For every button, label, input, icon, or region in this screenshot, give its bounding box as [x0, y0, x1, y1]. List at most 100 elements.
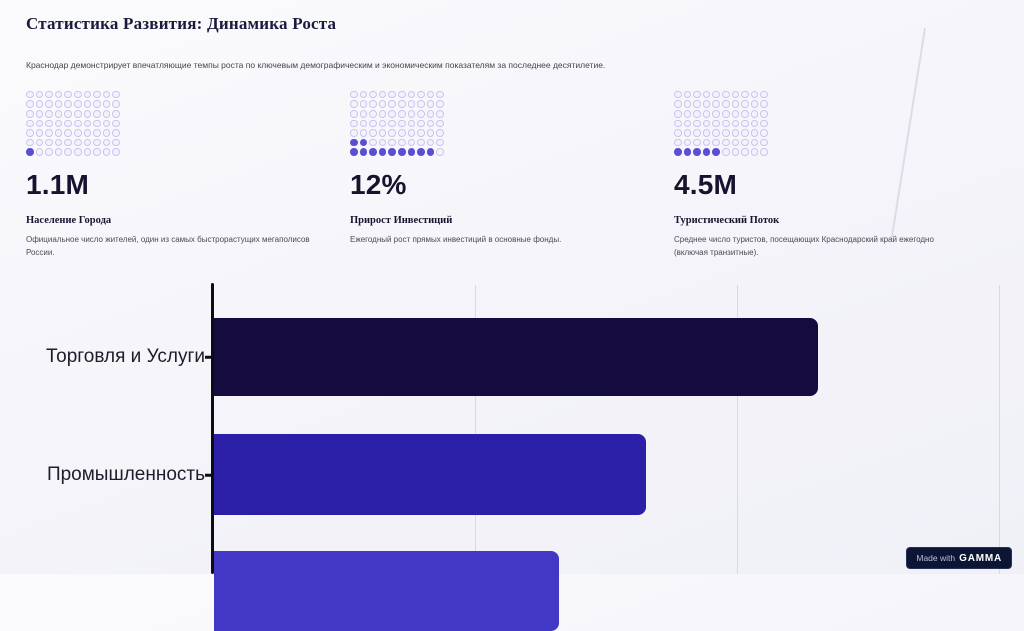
pictograph-grid [350, 90, 674, 157]
pictograph-dot [73, 148, 82, 157]
pictograph-dot [45, 129, 53, 137]
pictograph-dot [683, 110, 692, 118]
stat-tourism: 4.5M Туристический Поток Среднее число т… [674, 90, 998, 260]
chart-bar [214, 318, 818, 396]
pictograph-dot [436, 119, 444, 128]
pictograph-dot [750, 129, 759, 137]
pictograph-dot [45, 100, 53, 109]
pictograph-dot [54, 119, 63, 128]
pictograph-dot [741, 110, 749, 118]
pictograph-dot [64, 100, 72, 109]
pictograph-dot [45, 119, 53, 128]
pictograph-dot [731, 110, 740, 118]
pictograph-dot [369, 110, 377, 118]
pictograph-dot [64, 110, 72, 118]
chart-gridline [475, 285, 476, 574]
pictograph-dot-filled [388, 148, 396, 157]
pictograph-dot [760, 100, 768, 109]
chart-bar [214, 551, 559, 631]
pictograph-dot [45, 148, 53, 157]
pictograph-dot [112, 119, 120, 128]
pictograph-dot [731, 148, 740, 157]
pictograph-dot [350, 90, 358, 99]
pictograph-dot [426, 90, 435, 99]
axis-tick [205, 473, 213, 477]
pictograph-dot [388, 129, 396, 137]
pictograph-dot [112, 129, 120, 137]
pictograph-dot [721, 100, 730, 109]
pictograph-dot [741, 129, 749, 137]
pictograph-dot [417, 90, 425, 99]
pictograph-dot [35, 148, 44, 157]
pictograph-dot [73, 110, 82, 118]
bar-chart: Торговля и Услуги Промышленность [0, 283, 1024, 631]
pictograph-dot [359, 119, 368, 128]
stat-description: Ежегодный рост прямых инвестиций в основ… [350, 235, 562, 245]
stat-description: Среднее число туристов, посещающих Красн… [674, 235, 934, 257]
pictograph-dot [731, 100, 740, 109]
pictograph-dot [417, 100, 425, 109]
pictograph-dot [407, 100, 416, 109]
pictograph-dot [112, 100, 120, 109]
pictograph-dot [712, 129, 720, 137]
pictograph-dot [683, 119, 692, 128]
pictograph-dot [702, 129, 711, 137]
pictograph-dot-filled [426, 148, 435, 157]
made-with-gamma-badge[interactable]: Made with GAMMA [906, 547, 1012, 569]
pictograph-dot-filled [26, 148, 34, 157]
pictograph-dot [35, 110, 44, 118]
pictograph-dot [693, 90, 701, 99]
pictograph-dot [378, 110, 387, 118]
pictograph-dot [436, 138, 444, 147]
pictograph-dot [693, 100, 701, 109]
pictograph-dot [407, 129, 416, 137]
pictograph-dot [760, 148, 768, 157]
stat-label: Население Города [26, 215, 112, 227]
pictograph-dot [378, 90, 387, 99]
pictograph-dot [83, 119, 92, 128]
pictograph-dot [54, 90, 63, 99]
pictograph-dot [112, 90, 120, 99]
pictograph-dot [64, 129, 72, 137]
pictograph-dot [750, 148, 759, 157]
pictograph-dot [83, 129, 92, 137]
pictograph-dot [760, 138, 768, 147]
pictograph-dot [417, 110, 425, 118]
pictograph-dot [397, 90, 406, 99]
pictograph-dot-filled [359, 138, 368, 147]
pictograph-dot [378, 129, 387, 137]
stat-value: 1.1M [26, 169, 90, 201]
pictograph-dot [674, 110, 682, 118]
pictograph-dot [26, 129, 34, 137]
pictograph-dot [426, 119, 435, 128]
pictograph-dot [712, 119, 720, 128]
pictograph-dot [378, 100, 387, 109]
pictograph-dot [26, 90, 34, 99]
pictograph-dot [760, 119, 768, 128]
pictograph-dot [407, 138, 416, 147]
pictograph-dot [35, 119, 44, 128]
pictograph-dot [712, 90, 720, 99]
pictograph-dot [674, 129, 682, 137]
pictograph-dot [83, 148, 92, 157]
pictograph-dot [397, 100, 406, 109]
pictograph-dot [760, 110, 768, 118]
pictograph-dot [436, 148, 444, 157]
pictograph-dot-filled [417, 148, 425, 157]
pictograph-dot-filled [683, 148, 692, 157]
pictograph-dot [721, 90, 730, 99]
pictograph-dot [93, 110, 101, 118]
pictograph-dot [674, 138, 682, 147]
pictograph-dot [407, 119, 416, 128]
pictograph-dot [436, 110, 444, 118]
pictograph-dot [26, 119, 34, 128]
pictograph-dot [359, 90, 368, 99]
pictograph-dot [54, 138, 63, 147]
bar-category-label: Торговля и Услуги [46, 346, 205, 367]
pictograph-dot [45, 138, 53, 147]
pictograph-dot [73, 100, 82, 109]
pictograph-dot [54, 110, 63, 118]
pictograph-dot [93, 90, 101, 99]
pictograph-dot [750, 138, 759, 147]
pictograph-dot [35, 90, 44, 99]
